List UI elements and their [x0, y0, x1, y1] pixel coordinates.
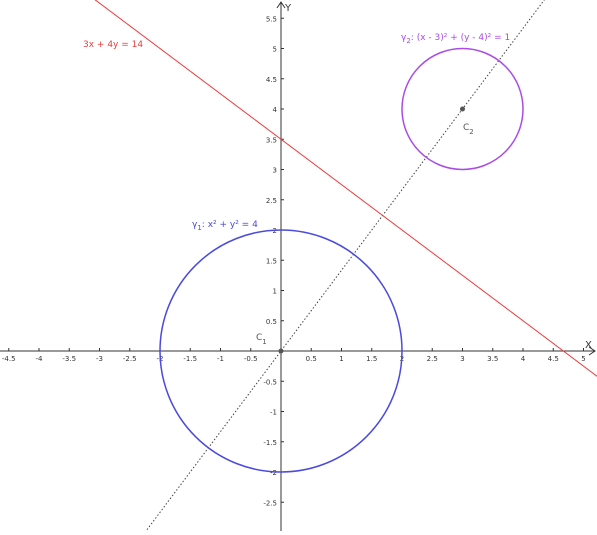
circle-gamma1[interactable] — [159, 229, 403, 473]
center-line-group — [144, 0, 550, 533]
axis-ticks: -4.5 -4 -3.5 -3 -2.5 -2 -1.5 -1 -0.5 0.5 1 1.5 2 2.5 3… — [2, 15, 586, 507]
x-tick-label: 2.5 — [427, 355, 438, 363]
x-tick-label: -2.5 — [123, 355, 137, 363]
x-axis-arrow — [588, 346, 596, 356]
center-line[interactable] — [144, 0, 550, 533]
circle-gamma2[interactable] — [401, 47, 524, 171]
x-tick-label: 4.5 — [548, 355, 559, 363]
c2-label: C2 — [463, 123, 474, 136]
y-tick-label: 1.5 — [266, 257, 277, 265]
circle2-equation-text: : (x - 3)² + (y - 4)² = 1 — [411, 33, 510, 43]
circle2-subscript: 2 — [406, 37, 410, 45]
x-tick-label: 5 — [581, 355, 585, 363]
x-tick-label: -0.5 — [244, 355, 258, 363]
line-equation-label[interactable]: 3x + 4y = 14 — [83, 40, 143, 50]
y-axis-name: Y — [284, 3, 292, 14]
x-tick-label: 3 — [460, 355, 464, 363]
circle1-equation-text: : x² + y² = 4 — [202, 220, 258, 230]
c2-subscript: 2 — [469, 128, 473, 136]
x-tick-label: 0.5 — [306, 355, 317, 363]
y-tick-label: -1 — [270, 409, 277, 417]
labels: X Y 3x + 4y = 14 γ1: x² + y² = 4 γ2: (x … — [83, 3, 592, 351]
x-tick-label: -3 — [96, 355, 103, 363]
circle1-equation-label[interactable]: γ1: x² + y² = 4 — [192, 220, 258, 232]
circle1-greek: γ — [192, 220, 198, 230]
circle2-equation-label[interactable]: γ2: (x - 3)² + (y - 4)² = 1 — [401, 33, 510, 45]
c1-subscript: 1 — [262, 338, 266, 346]
y-tick-label: 3 — [273, 167, 277, 175]
y-tick-label: 2 — [273, 227, 277, 235]
y-tick-label: -0.5 — [263, 378, 277, 386]
y-tick-label: 5.5 — [266, 15, 277, 23]
y-tick-label: 1 — [273, 288, 277, 296]
tangent-line[interactable] — [0, 0, 597, 382]
center-point-c2[interactable] — [460, 106, 465, 112]
c1-name: C — [256, 333, 262, 343]
x-tick-label: -4.5 — [2, 355, 16, 363]
x-tick-label: -1.5 — [183, 355, 197, 363]
x-tick-label: 1.5 — [366, 355, 377, 363]
y-tick-label: 3.5 — [266, 136, 277, 144]
y-tick-label: 0.5 — [266, 318, 277, 326]
x-tick-label: -3.5 — [62, 355, 76, 363]
x-tick-label: -4 — [36, 355, 44, 363]
y-tick-label: -1.5 — [263, 439, 277, 447]
center-point-c1[interactable] — [278, 348, 284, 354]
x-tick-label: -1 — [217, 355, 224, 363]
c2-name: C — [463, 123, 469, 133]
x-axis-name: X — [585, 340, 592, 351]
y-tick-label: -2.5 — [263, 499, 277, 507]
center-points — [278, 106, 465, 354]
tangent-line-group — [0, 0, 597, 382]
line-equation-text: 3x + 4y = 14 — [83, 40, 143, 50]
y-tick-label: 4.5 — [266, 76, 277, 84]
x-tick-label: 4 — [521, 355, 526, 363]
y-tick-label: -2 — [270, 469, 277, 477]
x-tick-label: 1 — [339, 355, 343, 363]
circles — [159, 47, 524, 473]
c1-label: C1 — [256, 333, 267, 346]
circle1-subscript: 1 — [197, 224, 201, 232]
x-tick-label: 3.5 — [487, 355, 498, 363]
y-tick-label: 2.5 — [266, 197, 277, 205]
y-axis-arrow — [276, 1, 286, 9]
y-tick-label: 5 — [273, 46, 277, 54]
circle2-greek: γ — [401, 33, 407, 43]
y-tick-label: 4 — [273, 106, 278, 114]
